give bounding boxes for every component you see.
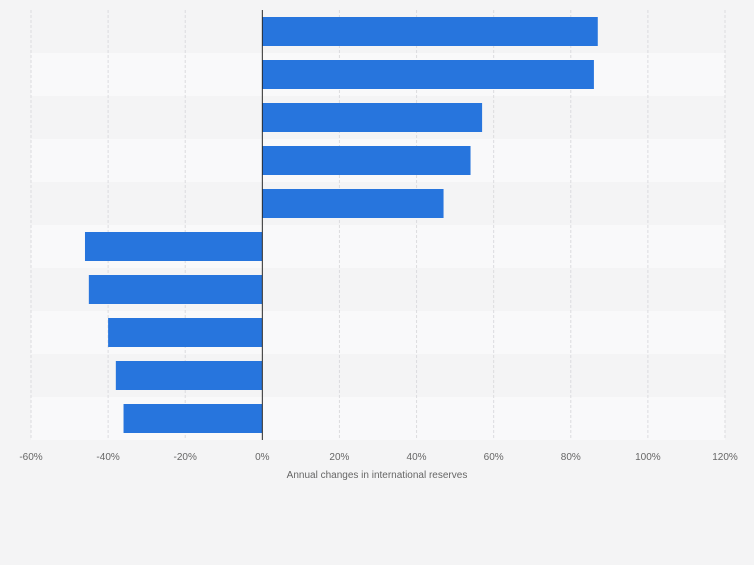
bar: [262, 146, 471, 175]
x-tick-label: -60%: [19, 452, 42, 463]
x-tick-label: 20%: [329, 452, 349, 463]
x-tick-label: 100%: [635, 452, 661, 463]
bar: [123, 404, 263, 433]
x-axis-ticks: -60% -40% -20% 0% 20% 40% 60% 80% 100% 120%: [19, 452, 738, 463]
x-axis-title: Annual changes in international reserves: [287, 470, 468, 481]
x-tick-label: 0%: [255, 452, 270, 463]
bar: [262, 103, 483, 132]
x-tick-label: -20%: [174, 452, 197, 463]
bar: [115, 361, 263, 390]
x-tick-label: 60%: [484, 452, 504, 463]
x-tick-label: 120%: [712, 452, 738, 463]
x-tick-label: -40%: [96, 452, 119, 463]
bar: [88, 275, 263, 304]
x-tick-label: 40%: [407, 452, 427, 463]
bars: [84, 17, 598, 433]
bar: [108, 318, 263, 347]
x-tick-label: 80%: [561, 452, 581, 463]
bar: [262, 60, 594, 89]
bar: [262, 189, 444, 218]
bar: [84, 232, 263, 261]
bar: [262, 17, 598, 46]
